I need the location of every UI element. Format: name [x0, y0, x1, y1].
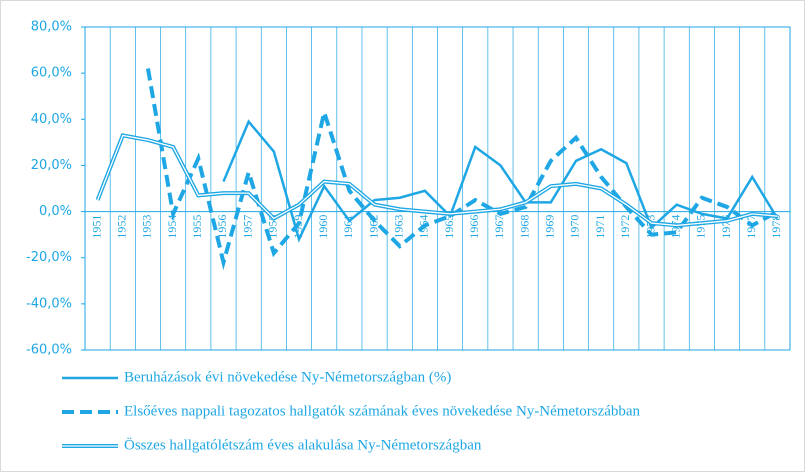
x-tick-label: 1954 [165, 215, 179, 239]
y-tick-label: 60,0% [31, 66, 72, 81]
x-tick-label: 1969 [543, 215, 557, 239]
x-tick-label: 1961 [341, 215, 355, 239]
x-tick-label: 1955 [190, 215, 204, 239]
y-tick-label: -60,0% [26, 343, 72, 358]
y-tick-label: 20,0% [31, 158, 72, 173]
y-tick-label: -40,0% [26, 296, 72, 311]
series-line [145, 68, 779, 271]
y-tick-label: -20,0% [26, 250, 72, 265]
x-tick-label: 1968 [517, 215, 531, 239]
x-tick-label: 1952 [115, 215, 129, 239]
x-tick-label: 1956 [215, 215, 229, 239]
x-tick-label: 1962 [366, 215, 380, 239]
x-tick-label: 1967 [492, 215, 506, 239]
x-tick-label: 1951 [89, 215, 103, 239]
x-tick-label: 1978 [769, 215, 783, 239]
x-tick-label: 1960 [316, 215, 330, 239]
x-tick-label: 1966 [467, 215, 481, 239]
x-tick-label: 1970 [568, 215, 582, 239]
y-tick-label: 40,0% [31, 112, 72, 127]
y-tick-label: 80,0% [31, 20, 72, 35]
x-tick-label: 1963 [391, 215, 405, 239]
legend-label: Beruházások évi növekedése Ny-Németorszá… [124, 369, 451, 385]
x-tick-label: 1971 [593, 215, 607, 239]
series-line-inner [96, 134, 778, 227]
x-tick-label: 1972 [618, 215, 632, 239]
x-tick-label: 1965 [442, 215, 456, 239]
legend-label: Elsőéves nappali tagozatos hallgatók szá… [124, 403, 641, 419]
y-tick-label: 0,0% [39, 204, 72, 219]
legend-label: Összes hallgatólétszám éves alakulása Ny… [124, 436, 482, 453]
series-line [222, 119, 779, 243]
x-tick-label: 1957 [240, 215, 254, 239]
x-tick-label: 1975 [694, 215, 708, 239]
x-tick-label: 1953 [140, 215, 154, 239]
